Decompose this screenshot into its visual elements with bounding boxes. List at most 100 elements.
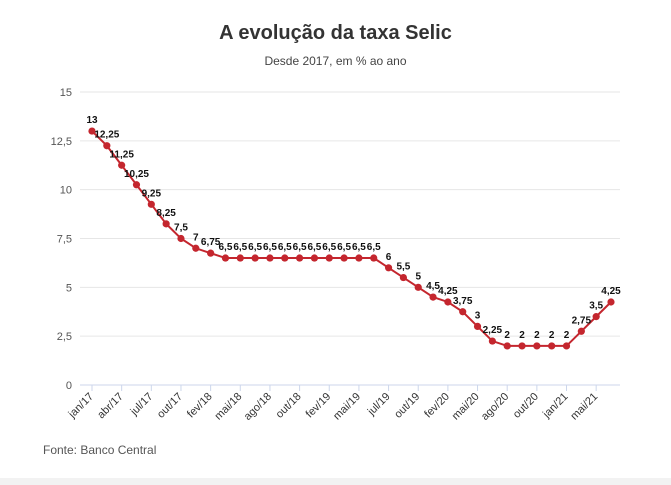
data-point[interactable]	[459, 308, 467, 316]
data-label: 6	[386, 252, 392, 263]
data-point[interactable]	[384, 264, 393, 272]
bottom-divider	[0, 478, 671, 485]
y-tick-label: 15	[60, 87, 72, 99]
data-point[interactable]	[562, 342, 571, 350]
data-label: 9,25	[142, 188, 162, 199]
data-point[interactable]	[236, 254, 244, 262]
data-point[interactable]	[444, 298, 452, 306]
x-tick-label: out/20	[511, 391, 541, 421]
data-label: 6,5	[367, 242, 381, 253]
chart-title: A evolução da taxa Selic	[219, 22, 452, 44]
data-point[interactable]	[266, 254, 274, 262]
x-tick-label: mai/18	[213, 391, 245, 423]
data-label: 6,5	[293, 242, 307, 253]
data-point[interactable]	[488, 337, 496, 345]
x-tick-label: jan/21	[540, 391, 570, 421]
y-axis: 0 2,5 5 7,5 10 12,5 15	[51, 87, 72, 392]
data-label: 6,5	[263, 242, 277, 253]
data-label: 6,5	[337, 242, 351, 253]
data-point[interactable]	[577, 327, 585, 335]
x-tick-label: out/17	[155, 391, 185, 421]
y-tick-label: 10	[60, 185, 72, 197]
data-label: 4,5	[426, 281, 440, 292]
x-tick-label: mai/20	[450, 391, 482, 423]
data-label: 6,5	[278, 242, 292, 253]
data-point[interactable]	[414, 283, 422, 291]
line-chart: 0 2,5 5 7,5 10 12,5 15 jan/17 abr/17 jul/17 out/1…	[51, 87, 622, 423]
data-point[interactable]	[192, 244, 200, 252]
data-label: 4,25	[438, 286, 458, 297]
data-point[interactable]	[592, 313, 600, 321]
data-label: 10,25	[124, 169, 149, 180]
chart-subtitle: Desde 2017, em % ao ano	[264, 54, 407, 68]
data-point[interactable]	[340, 254, 348, 262]
data-label: 6,5	[219, 242, 233, 253]
data-point[interactable]	[533, 342, 541, 350]
data-label: 2,25	[483, 325, 503, 336]
data-point[interactable]	[518, 342, 526, 350]
x-tick-label: mai/19	[331, 391, 363, 423]
y-tick-label: 5	[66, 282, 72, 294]
y-tick-label: 0	[66, 380, 72, 392]
data-label: 11,25	[109, 149, 134, 160]
data-point[interactable]	[548, 342, 556, 350]
data-label: 6,5	[307, 242, 321, 253]
data-label: 6,5	[322, 242, 336, 253]
data-point[interactable]	[221, 254, 230, 262]
data-label: 7,5	[174, 223, 188, 234]
data-label: 2	[504, 330, 510, 341]
x-tick-label: ago/20	[479, 391, 511, 423]
data-label: 3,5	[589, 301, 603, 312]
data-label: 6,75	[201, 237, 221, 248]
data-point[interactable]	[503, 342, 511, 350]
data-point[interactable]	[88, 127, 96, 135]
data-point[interactable]	[607, 298, 615, 306]
data-point[interactable]	[296, 254, 304, 262]
x-tick-label: fev/19	[304, 391, 334, 421]
data-label: 12,25	[94, 130, 119, 141]
data-label: 6,5	[248, 242, 262, 253]
data-point[interactable]	[207, 249, 215, 257]
data-point[interactable]	[132, 181, 141, 189]
data-label: 6,5	[352, 242, 366, 253]
data-point[interactable]	[162, 220, 170, 228]
y-tick-label: 12,5	[51, 136, 72, 148]
data-point[interactable]	[177, 234, 185, 243]
x-tick-label: out/19	[392, 391, 422, 421]
data-point[interactable]	[429, 293, 437, 301]
data-point[interactable]	[310, 254, 319, 262]
data-label: 6,5	[233, 242, 247, 253]
data-label: 13	[86, 115, 98, 126]
data-point[interactable]	[325, 254, 333, 262]
x-tick-label: mai/21	[568, 391, 600, 423]
data-label: 3	[475, 310, 481, 321]
x-tick-label: fev/18	[185, 391, 215, 421]
data-label: 2,75	[572, 315, 592, 326]
data-point[interactable]	[147, 200, 155, 208]
data-label: 2	[519, 330, 525, 341]
grid-lines	[80, 91, 620, 337]
data-label: 2	[534, 330, 540, 341]
data-label: 5	[415, 271, 421, 282]
data-label: 7	[193, 232, 199, 243]
data-label: 8,25	[156, 208, 176, 219]
x-tick-label: fev/20	[422, 391, 452, 421]
data-label: 5,5	[396, 262, 410, 273]
data-label: 2	[564, 330, 570, 341]
data-point[interactable]	[281, 254, 289, 262]
x-tick-label: out/18	[274, 391, 304, 421]
data-point[interactable]	[251, 254, 259, 262]
data-label: 3,75	[453, 296, 473, 307]
data-point[interactable]	[399, 273, 407, 282]
y-tick-label: 2,5	[57, 331, 72, 343]
data-point[interactable]	[370, 254, 378, 262]
x-tick-label: abr/17	[95, 391, 126, 422]
data-points	[88, 127, 615, 350]
data-point[interactable]	[473, 322, 482, 330]
data-point[interactable]	[118, 161, 126, 169]
data-point[interactable]	[355, 254, 363, 262]
data-point[interactable]	[103, 142, 111, 150]
x-tick-label: ago/18	[242, 391, 274, 423]
x-axis: jan/17 abr/17 jul/17 out/17 fev/18mai/18ago/…	[66, 384, 620, 423]
